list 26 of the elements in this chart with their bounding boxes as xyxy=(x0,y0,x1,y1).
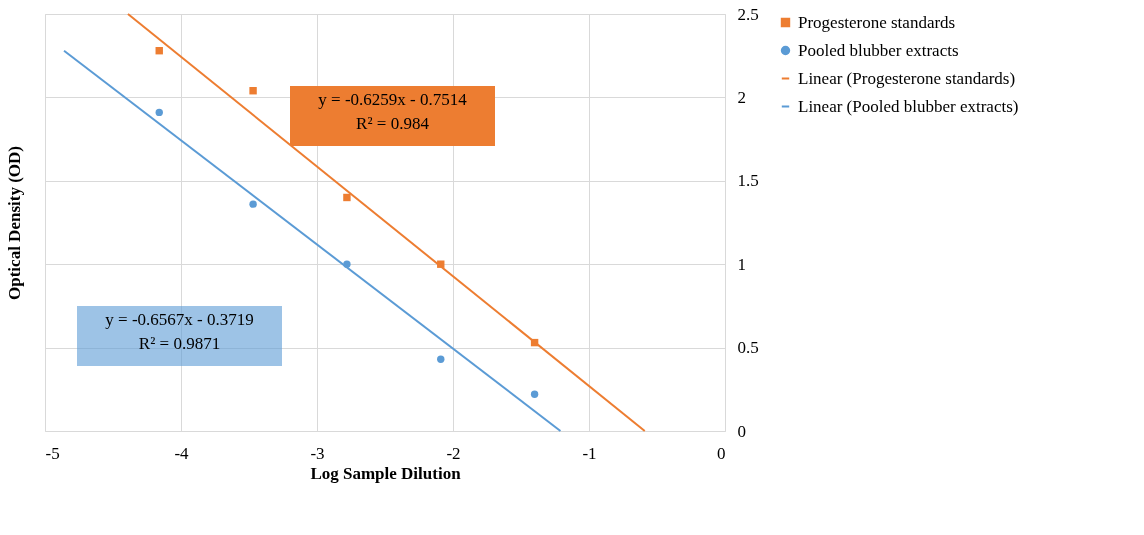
y-tick-label: 1.5 xyxy=(737,171,759,191)
point xyxy=(437,355,445,363)
annotation: y = -0.6259x - 0.7514 R² = 0.984 xyxy=(318,90,468,133)
annotation: y = -0.6567x - 0.3719 R² = 0.9871 xyxy=(105,310,254,353)
y-tick-label: 2.5 xyxy=(737,4,759,24)
y-tick-label: 1 xyxy=(737,254,746,274)
legend-label: Progesterone standards xyxy=(798,12,956,32)
point xyxy=(343,193,351,202)
x-tick-label: -2 xyxy=(446,443,461,463)
y-tick-label: 2 xyxy=(737,87,746,107)
legend-label: Linear (Progesterone standards) xyxy=(798,68,1016,88)
x-axis-title: Log Sample Dilution xyxy=(310,463,462,483)
point xyxy=(249,87,257,95)
x-tick-label: -1 xyxy=(582,443,597,463)
y-axis-title: Optical Density (OD) xyxy=(4,146,24,300)
y-tick-label: 0 xyxy=(737,421,746,441)
point xyxy=(155,108,163,117)
point xyxy=(249,200,257,208)
x-tick-label: -5 xyxy=(45,443,60,463)
point xyxy=(530,390,539,398)
x-tick-label: -3 xyxy=(310,443,325,463)
legend-label: Linear (Pooled blubber extracts) xyxy=(798,96,1019,116)
x-tick-label: -4 xyxy=(174,443,190,463)
x-tick-label: 0 xyxy=(717,443,726,463)
y-tick-label: 0.5 xyxy=(737,338,759,358)
legend-label: Pooled blubber extracts xyxy=(798,40,959,60)
